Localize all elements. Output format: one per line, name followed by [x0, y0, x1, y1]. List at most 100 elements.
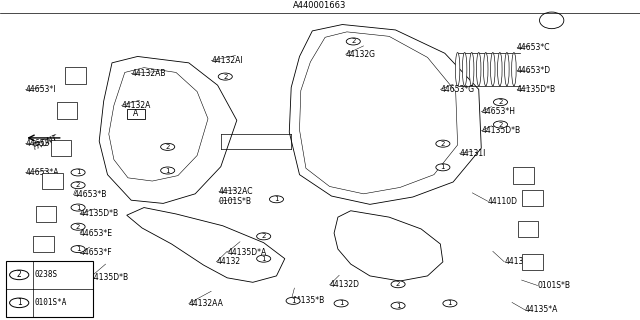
- Text: 44653*F: 44653*F: [80, 248, 113, 257]
- Text: 2: 2: [499, 99, 502, 105]
- Text: 1: 1: [76, 169, 81, 175]
- Text: 1: 1: [396, 303, 401, 308]
- Text: 44132AI: 44132AI: [211, 56, 243, 65]
- Text: 44132: 44132: [216, 257, 241, 266]
- FancyBboxPatch shape: [522, 190, 543, 206]
- Text: 0101S*B: 0101S*B: [219, 197, 252, 206]
- Text: 44132AA: 44132AA: [189, 299, 223, 308]
- Text: 44135*A: 44135*A: [525, 305, 558, 314]
- Ellipse shape: [512, 52, 516, 86]
- Circle shape: [443, 300, 457, 307]
- Text: 44653*C: 44653*C: [517, 43, 550, 52]
- FancyBboxPatch shape: [33, 236, 54, 252]
- Text: 1: 1: [447, 300, 452, 306]
- Text: 2: 2: [76, 224, 80, 230]
- Circle shape: [71, 204, 85, 211]
- Text: 44132G: 44132G: [346, 50, 376, 59]
- Circle shape: [436, 164, 450, 171]
- Circle shape: [71, 182, 85, 189]
- Text: 1: 1: [261, 256, 266, 262]
- Ellipse shape: [455, 52, 460, 86]
- FancyBboxPatch shape: [51, 140, 71, 156]
- Text: 44653*G: 44653*G: [440, 85, 474, 94]
- Text: 1: 1: [17, 298, 22, 307]
- Circle shape: [493, 121, 508, 128]
- Circle shape: [257, 233, 271, 240]
- Circle shape: [10, 270, 29, 280]
- Text: 44653*B: 44653*B: [74, 190, 107, 199]
- Ellipse shape: [476, 52, 481, 86]
- FancyBboxPatch shape: [36, 206, 56, 222]
- Text: 44653*J: 44653*J: [26, 139, 56, 148]
- Text: 44131I: 44131I: [460, 149, 486, 158]
- Circle shape: [71, 169, 85, 176]
- Text: 44135D*B: 44135D*B: [517, 85, 556, 94]
- FancyBboxPatch shape: [127, 108, 145, 119]
- Circle shape: [286, 297, 300, 304]
- FancyBboxPatch shape: [57, 102, 77, 119]
- Ellipse shape: [490, 52, 495, 86]
- Text: 44653*D: 44653*D: [517, 66, 551, 75]
- Circle shape: [161, 167, 175, 174]
- FancyBboxPatch shape: [65, 67, 86, 84]
- Circle shape: [346, 38, 360, 45]
- Circle shape: [493, 99, 508, 106]
- Text: 1: 1: [339, 300, 344, 306]
- Text: 0101S*B: 0101S*B: [538, 281, 571, 290]
- Text: 44132D: 44132D: [330, 280, 360, 289]
- Text: 44132A: 44132A: [122, 101, 151, 110]
- Ellipse shape: [497, 52, 502, 86]
- Text: 44653*E: 44653*E: [80, 228, 113, 238]
- Text: 44135*B: 44135*B: [291, 296, 324, 305]
- Text: 1: 1: [165, 167, 170, 173]
- Circle shape: [257, 255, 271, 262]
- Text: 0238S: 0238S: [35, 270, 58, 279]
- Text: 2: 2: [166, 144, 170, 150]
- Text: 1: 1: [291, 298, 296, 304]
- Text: 2: 2: [351, 38, 355, 44]
- Circle shape: [10, 298, 29, 308]
- Circle shape: [71, 223, 85, 230]
- Text: 2: 2: [396, 281, 400, 287]
- Ellipse shape: [462, 52, 467, 86]
- Text: 1: 1: [76, 204, 81, 211]
- Ellipse shape: [484, 52, 488, 86]
- Circle shape: [218, 73, 232, 80]
- FancyBboxPatch shape: [513, 167, 534, 184]
- Text: 2: 2: [76, 182, 80, 188]
- Text: 44132AB: 44132AB: [131, 69, 166, 78]
- Text: FRONT: FRONT: [32, 134, 60, 152]
- Text: 44110D: 44110D: [488, 197, 518, 206]
- Text: 44653*I: 44653*I: [26, 85, 56, 94]
- Text: 44135D*A: 44135D*A: [227, 248, 266, 257]
- Text: 1: 1: [440, 164, 445, 170]
- Text: 2: 2: [499, 122, 502, 127]
- Ellipse shape: [540, 12, 564, 29]
- Circle shape: [71, 245, 85, 252]
- FancyBboxPatch shape: [518, 221, 538, 237]
- Circle shape: [391, 281, 405, 288]
- FancyBboxPatch shape: [42, 173, 63, 189]
- Text: 44131H: 44131H: [504, 257, 534, 266]
- Circle shape: [391, 302, 405, 309]
- Circle shape: [334, 300, 348, 307]
- Circle shape: [436, 140, 450, 147]
- FancyBboxPatch shape: [522, 253, 543, 270]
- Text: 44135D*B: 44135D*B: [90, 273, 129, 282]
- Circle shape: [161, 143, 175, 150]
- Text: A440001663: A440001663: [293, 1, 347, 10]
- Text: 44132AC: 44132AC: [219, 187, 253, 196]
- Text: 44653*H: 44653*H: [481, 107, 515, 116]
- Ellipse shape: [470, 52, 474, 86]
- Text: 44135D*B: 44135D*B: [80, 210, 119, 219]
- Text: 2: 2: [262, 233, 266, 239]
- Text: 44135D*B: 44135D*B: [481, 126, 520, 135]
- Text: 44653*A: 44653*A: [26, 168, 59, 177]
- Text: 2: 2: [223, 74, 227, 80]
- Text: 2: 2: [441, 141, 445, 147]
- FancyBboxPatch shape: [6, 261, 93, 317]
- Text: 2: 2: [17, 270, 22, 279]
- Text: 0101S*A: 0101S*A: [35, 298, 67, 307]
- Circle shape: [269, 196, 284, 203]
- Text: 1: 1: [76, 246, 81, 252]
